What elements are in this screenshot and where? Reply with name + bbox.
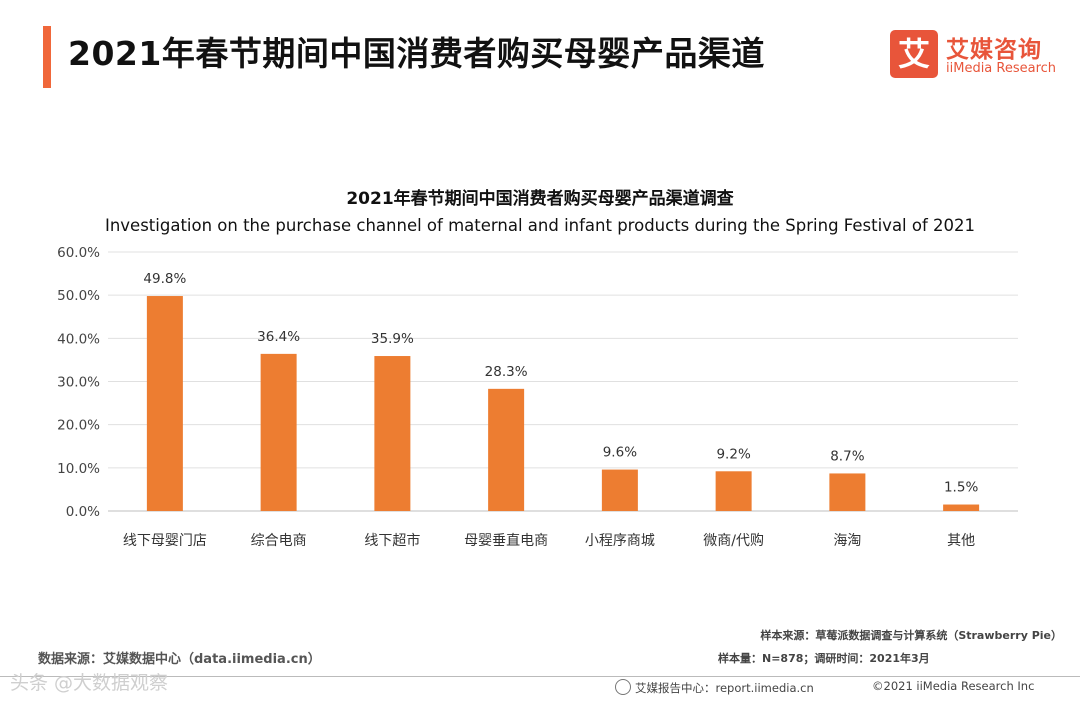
sample-size: 样本量：N=878；调研时间：2021年3月 bbox=[718, 652, 930, 665]
bar bbox=[943, 504, 980, 511]
data-label: 9.6% bbox=[603, 445, 637, 461]
bar bbox=[146, 296, 183, 511]
footer-divider bbox=[0, 676, 1080, 677]
y-tick-label: 20.0% bbox=[57, 418, 100, 434]
y-tick-label: 0.0% bbox=[66, 504, 100, 520]
x-tick-label: 微商/代购 bbox=[703, 533, 764, 549]
chart-title: 2021年春节期间中国消费者购买母婴产品渠道调查 bbox=[346, 189, 734, 209]
logo-text-en: iiMedia Research bbox=[946, 61, 1057, 76]
bar bbox=[488, 388, 525, 511]
iimedia-logo: 艾 艾媒咨询 iiMedia Research bbox=[890, 30, 1065, 82]
y-tick-label: 10.0% bbox=[57, 461, 100, 477]
bar bbox=[374, 356, 411, 511]
bar bbox=[260, 353, 297, 511]
report-center: 艾媒报告中心：report.iimedia.cn bbox=[615, 679, 814, 696]
copyright: ©2021 iiMedia Research Inc bbox=[872, 679, 1035, 693]
watermark: 头条 @大数据观察 bbox=[10, 672, 169, 694]
logo-text-cn: 艾媒咨询 bbox=[946, 37, 1042, 63]
bar bbox=[601, 469, 638, 511]
x-tick-label: 小程序商城 bbox=[585, 533, 655, 549]
report-center-text: 艾媒报告中心：report.iimedia.cn bbox=[635, 681, 814, 695]
data-label: 1.5% bbox=[944, 480, 978, 496]
y-tick-label: 60.0% bbox=[57, 245, 100, 261]
globe-icon bbox=[615, 679, 631, 695]
logo-mark-text: 艾 bbox=[897, 35, 930, 73]
y-tick-label: 30.0% bbox=[57, 375, 100, 391]
page-title: 2021年春节期间中国消费者购买母婴产品渠道 bbox=[68, 34, 765, 73]
x-tick-label: 海淘 bbox=[833, 533, 861, 549]
logo-mark-icon: 艾 bbox=[890, 30, 938, 78]
data-label: 9.2% bbox=[716, 446, 750, 462]
bar bbox=[715, 471, 752, 511]
x-tick-label: 线下超市 bbox=[364, 532, 420, 549]
data-label: 28.3% bbox=[485, 364, 528, 380]
data-label: 49.8% bbox=[143, 271, 186, 287]
x-tick-label: 线下母婴门店 bbox=[123, 533, 207, 549]
chart-subtitle: Investigation on the purchase channel of… bbox=[104, 216, 976, 235]
title-accent-bar bbox=[43, 26, 51, 88]
data-label: 35.9% bbox=[371, 331, 414, 347]
x-tick-label: 综合电商 bbox=[251, 533, 307, 549]
x-tick-label: 其他 bbox=[947, 533, 975, 549]
sample-source: 样本来源：草莓派数据调查与计算系统（Strawberry Pie） bbox=[760, 629, 1062, 642]
y-tick-label: 50.0% bbox=[57, 288, 100, 304]
x-tick-label: 母婴垂直电商 bbox=[464, 532, 548, 549]
data-source: 数据来源：艾媒数据中心（data.iimedia.cn） bbox=[38, 652, 321, 667]
bar bbox=[829, 473, 866, 511]
y-tick-label: 40.0% bbox=[57, 331, 100, 347]
data-label: 36.4% bbox=[257, 329, 300, 345]
data-label: 8.7% bbox=[830, 448, 864, 464]
